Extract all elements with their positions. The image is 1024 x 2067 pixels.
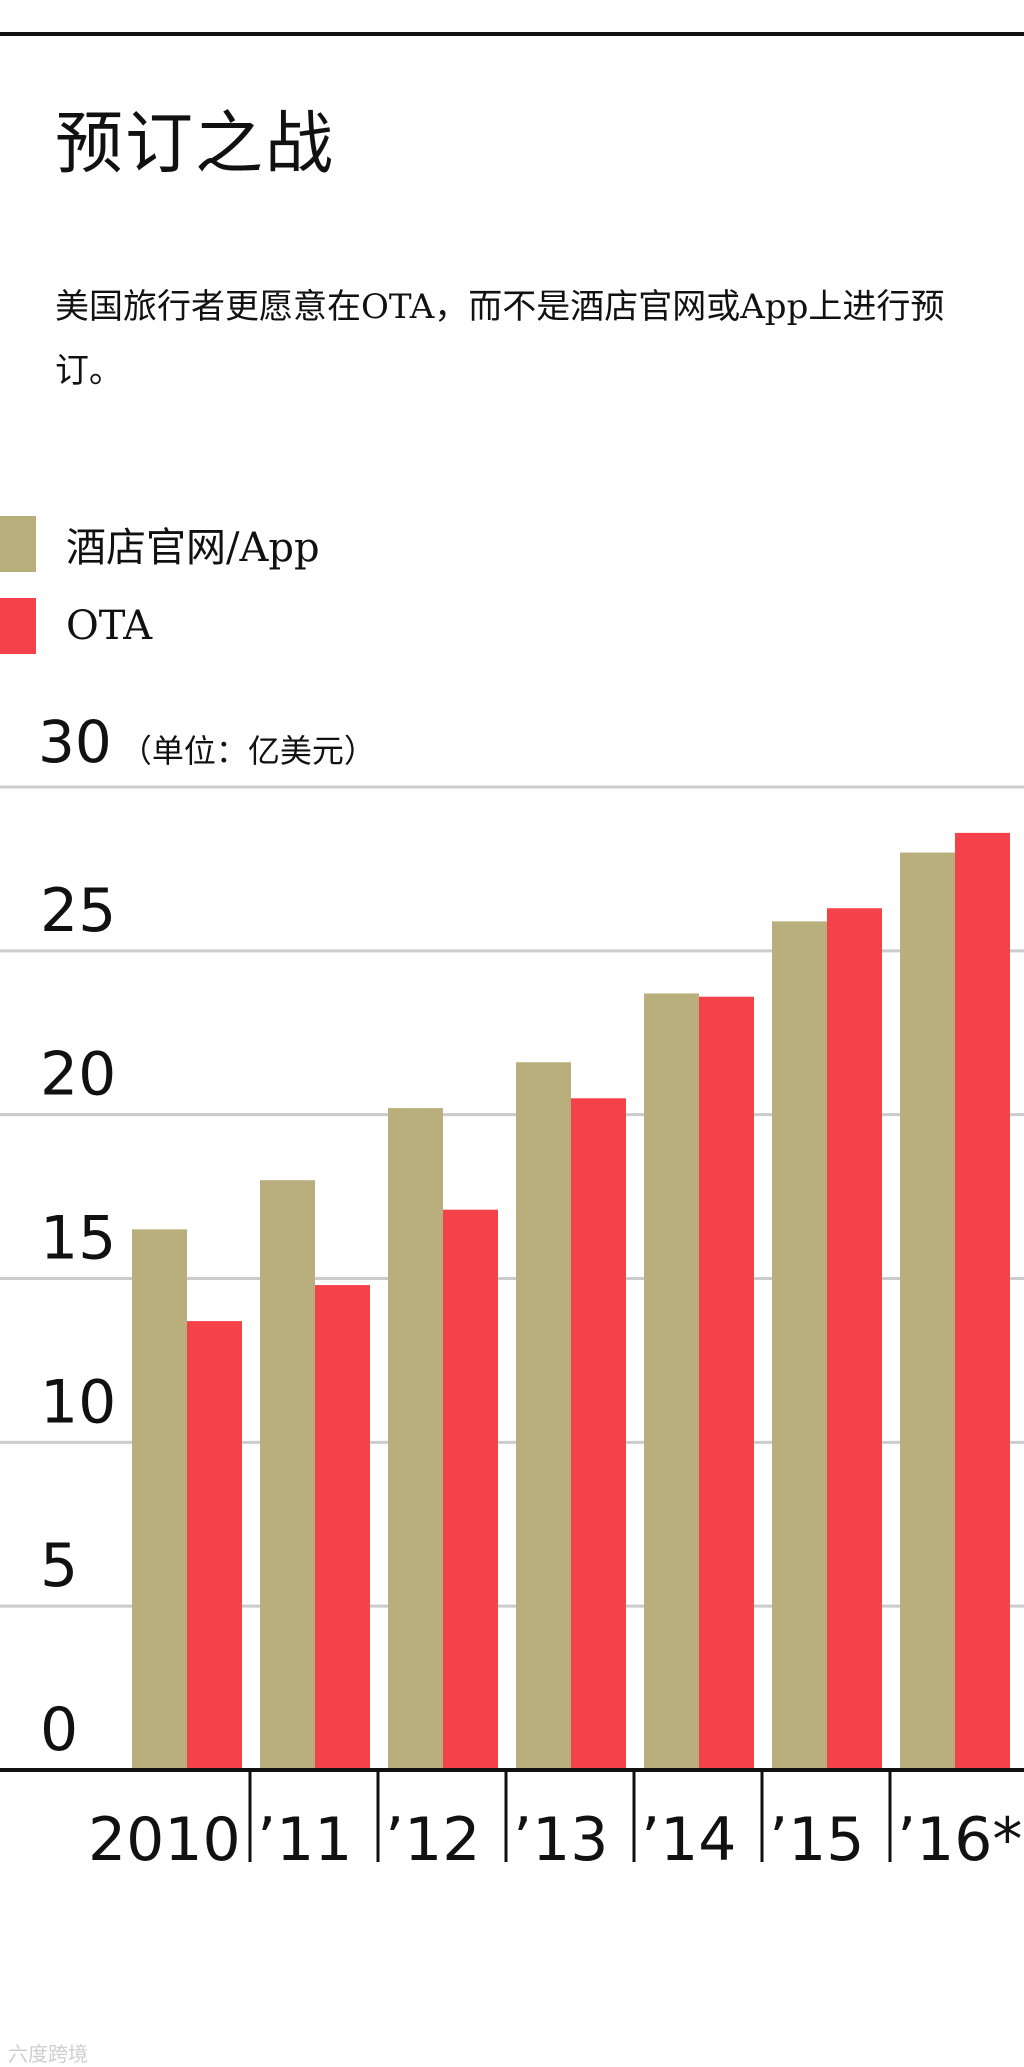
x-tick-label: ’15 [769, 1805, 864, 1875]
bar-hotel [772, 921, 827, 1770]
legend-item-hotel: 酒店官网/App [0, 515, 320, 573]
legend-label-hotel: 酒店官网/App [66, 525, 320, 571]
x-tick-label: ’13 [513, 1805, 608, 1875]
x-tick-label: 2010 [88, 1805, 241, 1875]
legend-label-ota: OTA [66, 603, 153, 649]
bar-hotel [900, 852, 955, 1770]
bar-hotel [260, 1180, 315, 1770]
x-tick-label: ’11 [257, 1805, 352, 1875]
x-tick-label: ’12 [385, 1805, 480, 1875]
legend-item-ota: OTA [0, 598, 152, 654]
bar-hotel [132, 1229, 187, 1770]
legend-swatch-hotel [0, 516, 36, 572]
bar-ota [955, 832, 1010, 1770]
y-axis-unit: 30 （单位：亿美元） [38, 708, 376, 776]
bar-ota [699, 996, 754, 1770]
x-tick-label: ’14 [641, 1805, 736, 1875]
y-tick-label: 20 [40, 1040, 116, 1110]
watermark: 六度跨境 [8, 2042, 88, 2066]
legend-swatch-ota [0, 598, 36, 654]
bar-hotel [516, 1062, 571, 1770]
y-tick-label: 5 [40, 1531, 78, 1601]
y-tick-label: 15 [40, 1204, 116, 1274]
chart-subtitle: 美国旅行者更愿意在OTA，而不是酒店官网或App上进行预订。 [55, 287, 945, 391]
y-tick-label-top: 30 [38, 708, 112, 776]
y-axis-unit-label: （单位：亿美元） [119, 732, 376, 770]
chart-title: 预订之战 [55, 105, 336, 184]
bar-ota [827, 908, 882, 1770]
bar-ota [315, 1285, 370, 1770]
y-tick-label: 0 [40, 1695, 78, 1765]
bar-ota [443, 1209, 498, 1770]
bar-ota [187, 1321, 242, 1770]
y-tick-label: 10 [40, 1367, 116, 1437]
top-rule [0, 32, 1024, 36]
bar-ota [571, 1098, 626, 1770]
bar-hotel [644, 993, 699, 1770]
y-tick-label: 25 [40, 876, 116, 946]
bar-hotel [388, 1108, 443, 1770]
x-tick-label: ’16* [897, 1805, 1022, 1875]
